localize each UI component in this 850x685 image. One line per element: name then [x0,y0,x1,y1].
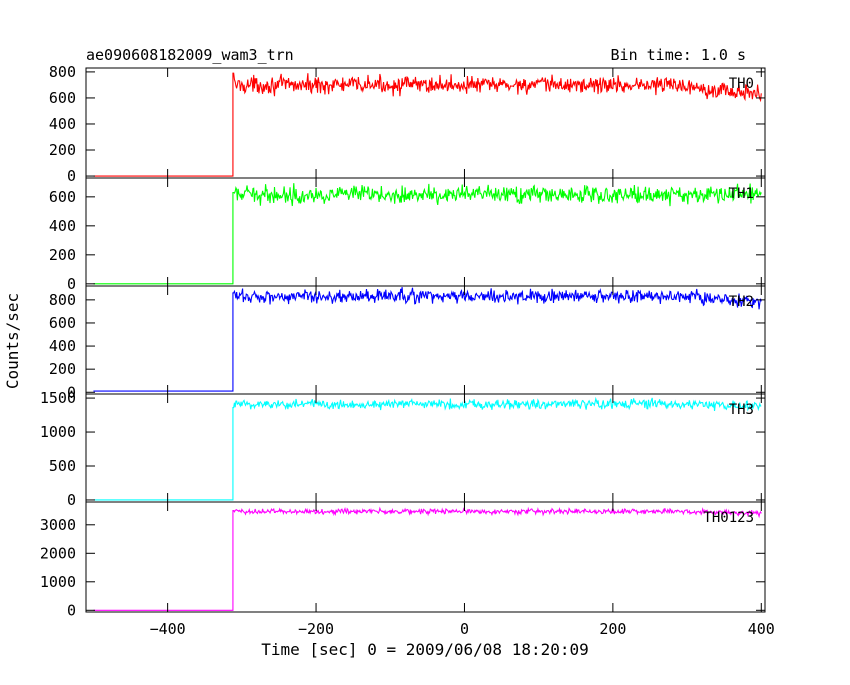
y-tick-label: 1500 [40,389,76,407]
panel-frame [85,285,766,395]
x-tick-label: −200 [298,620,334,638]
y-tick-label: 400 [49,115,76,133]
y-tick-label: 400 [49,217,76,235]
y-tick-label: 600 [49,89,76,107]
panel-frame [85,501,766,613]
panel-label-th0: TH0 [729,76,754,92]
y-tick-label: 0 [67,167,76,185]
panel-label-th2: TH2 [729,294,754,310]
series-line-th0123 [93,506,762,611]
panel-th2: 0 200 400 600 800 TH2 [49,285,766,401]
y-tick-label: 1000 [40,423,76,441]
y-tick-label: 200 [49,141,76,159]
y-tick-label: 0 [67,275,76,293]
y-tick-label: 600 [49,188,76,206]
y-tick-label: 200 [49,360,76,378]
y-axis-label: Counts/sec [3,293,22,389]
x-tick-label: 400 [748,620,775,638]
y-tick-label: 3000 [40,516,76,534]
x-tick-label: −400 [150,620,186,638]
panel-label-th0123: TH0123 [703,510,754,526]
y-tick-label: 0 [67,601,76,619]
series-line-th2 [93,287,762,392]
y-tick-label: 200 [49,246,76,264]
y-tick-label: 600 [49,314,76,332]
panels-group: 0 200 400 600 800 TH0 0 200 400 600 TH1 0 200 400 600 8… [40,63,775,638]
series-line-th1 [93,183,762,285]
y-tick-label: 0 [67,491,76,509]
y-tick-label: 800 [49,291,76,309]
x-tick-label: 200 [599,620,626,638]
y-tick-label: 800 [49,63,76,81]
panel-label-th3: TH3 [729,402,754,418]
y-tick-label: 400 [49,337,76,355]
y-tick-label: 2000 [40,544,76,562]
bin-time-label: Bin time: 1.0 s [611,46,746,64]
panel-th0123: 0 1000 2000 3000 TH0123 [40,501,766,619]
x-axis-label: Time [sec] 0 = 2009/06/08 18:20:09 [261,640,589,659]
chart-title: ae090608182009_wam3_trn [86,46,294,64]
panel-frame [85,67,766,179]
y-tick-label: 0 [67,383,76,401]
panel-label-th1: TH1 [729,186,754,202]
y-tick-label: 500 [49,457,76,475]
panel-th1: 0 200 400 600 TH1 [49,177,766,293]
series-line-th0 [93,72,762,177]
panel-th0: 0 200 400 600 800 TH0 [49,63,766,185]
x-tick-label: 0 [460,620,469,638]
panel-frame [85,393,766,503]
y-tick-label: 1000 [40,573,76,591]
series-line-th3 [93,396,762,501]
panel-th3: 0 500 1000 1500 TH3 [40,389,766,509]
